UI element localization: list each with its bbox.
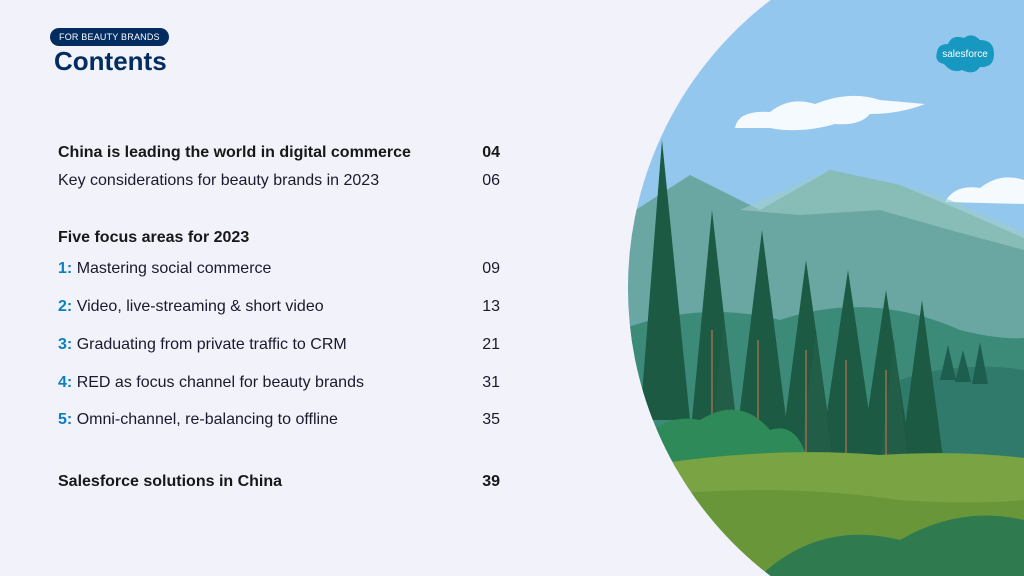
page-title: Contents: [54, 46, 167, 76]
toc-entry-page: 06: [482, 172, 500, 189]
toc-entry[interactable]: 5: Omni-channel, re-balancing to offline…: [58, 409, 500, 431]
toc-entry[interactable]: 3: Graduating from private traffic to CR…: [58, 334, 500, 356]
toc-entry[interactable]: 2: Video, live-streaming & short video 1…: [58, 296, 500, 318]
toc-entry-number: 2:: [58, 298, 73, 315]
category-badge: FOR BEAUTY BRANDS: [50, 28, 169, 46]
toc-entry-page: 09: [482, 260, 500, 277]
toc-entry-label: Omni-channel, re-balancing to offline: [76, 411, 338, 428]
toc-entry[interactable]: 4: RED as focus channel for beauty brand…: [58, 372, 500, 394]
toc-entry-label: RED as focus channel for beauty brands: [76, 374, 364, 391]
salesforce-logo: salesforce: [936, 35, 994, 73]
toc-entry-number: 1:: [58, 260, 73, 277]
toc-entry-page: 31: [482, 374, 500, 391]
toc-entry-page: 13: [482, 298, 500, 315]
toc-entry[interactable]: Salesforce solutions in China 39: [58, 471, 500, 493]
section-heading: Five focus areas for 2023: [58, 229, 250, 246]
toc-entry-page: 21: [482, 336, 500, 353]
toc-entry-label: Salesforce solutions in China: [58, 473, 283, 490]
toc-entry-label: Video, live-streaming & short video: [76, 298, 324, 315]
toc-entry[interactable]: Key considerations for beauty brands in …: [58, 170, 500, 192]
toc-entry-number: 4:: [58, 374, 73, 391]
toc-entry-page: 04: [482, 144, 500, 161]
toc-entry-number: 3:: [58, 336, 73, 353]
toc-entry-label: Mastering social commerce: [76, 260, 272, 277]
toc-entry-number: 5:: [58, 411, 73, 428]
toc-entry[interactable]: China is leading the world in digital co…: [58, 142, 500, 164]
toc-entry-label: Key considerations for beauty brands in …: [58, 172, 380, 189]
toc-entry-label: Graduating from private traffic to CRM: [76, 336, 347, 353]
toc-entry-page: 35: [482, 411, 500, 428]
logo-text: salesforce: [942, 49, 988, 60]
toc-entry-label: China is leading the world in digital co…: [58, 144, 411, 161]
toc-entry[interactable]: 1: Mastering social commerce 09: [58, 258, 500, 280]
toc-entry-page: 39: [482, 473, 500, 490]
